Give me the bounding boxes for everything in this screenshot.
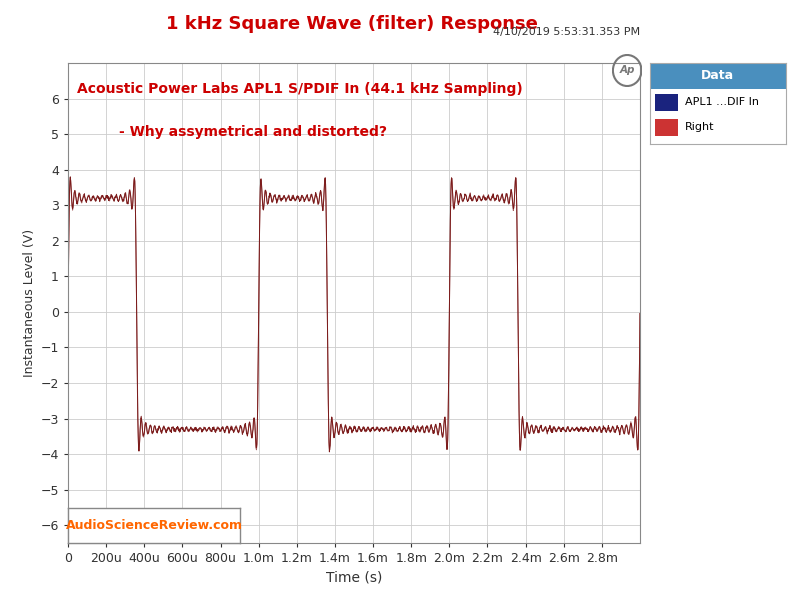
Text: - Why assymetrical and distorted?: - Why assymetrical and distorted?	[119, 125, 387, 139]
Text: Right: Right	[685, 122, 714, 133]
Text: AudioScienceReview.com: AudioScienceReview.com	[66, 519, 242, 532]
Text: Ap: Ap	[619, 65, 635, 75]
Text: 1 kHz Square Wave (filter) Response: 1 kHz Square Wave (filter) Response	[166, 15, 538, 33]
FancyBboxPatch shape	[655, 94, 678, 111]
Y-axis label: Instantaneous Level (V): Instantaneous Level (V)	[23, 229, 36, 377]
FancyBboxPatch shape	[655, 119, 678, 136]
FancyBboxPatch shape	[650, 63, 786, 89]
Text: 4/10/2019 5:53:31.353 PM: 4/10/2019 5:53:31.353 PM	[493, 27, 640, 37]
Text: Data: Data	[701, 70, 734, 82]
Text: Acoustic Power Labs APL1 S/PDIF In (44.1 kHz Sampling): Acoustic Power Labs APL1 S/PDIF In (44.1…	[77, 82, 522, 96]
Text: APL1 ...DIF In: APL1 ...DIF In	[685, 97, 759, 107]
X-axis label: Time (s): Time (s)	[326, 571, 382, 584]
